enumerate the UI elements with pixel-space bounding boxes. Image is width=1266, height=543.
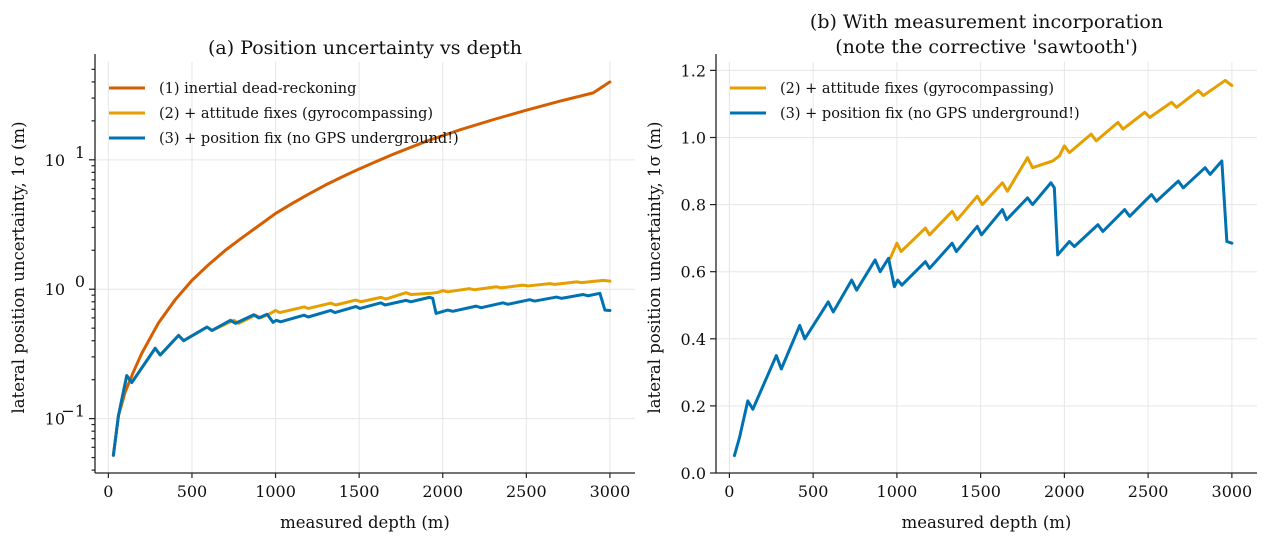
x-tick-label: 2000 <box>422 482 463 501</box>
y-tick-base: 10 <box>45 280 65 299</box>
y-tick-label: 10 <box>45 151 65 170</box>
x-tick-label: 3000 <box>590 482 631 501</box>
chart-title: (a) Position uncertainty vs depth <box>208 37 522 59</box>
y-tick-label: 0.0 <box>681 464 706 483</box>
legend-entry: (1) inertial dead-reckoning <box>159 81 356 97</box>
x-tick-label: 1000 <box>877 482 918 501</box>
chart-panel-b: 0 500 1000 1500 2000 2500 3000 0.0 0.2 0.4 0.6 0.8 1… <box>645 11 1257 532</box>
legend-entry: (3) + position fix (no GPS underground!) <box>780 106 1080 122</box>
x-tick-label: 2500 <box>1128 482 1169 501</box>
y-tick-exponent: 1 <box>75 143 85 162</box>
x-tick-label: 1500 <box>960 482 1001 501</box>
y-tick-base: 10 <box>45 410 65 429</box>
x-axis-label: measured depth (m) <box>902 513 1072 532</box>
legend-entry: (2) + attitude fixes (gyrocompassing) <box>159 106 433 122</box>
x-tick-label: 3000 <box>1212 482 1253 501</box>
x-tick-label: 0 <box>103 482 113 501</box>
series-line-1 <box>111 80 612 457</box>
y-tick-label: 1.0 <box>681 128 706 147</box>
y-axis-label: lateral position uncertainty, 1σ (m) <box>9 121 28 413</box>
chart-subtitle: (note the corrective 'sawtooth') <box>835 36 1138 58</box>
y-axis-label: lateral position uncertainty, 1σ (m) <box>645 121 664 413</box>
series-line-3 <box>111 291 612 457</box>
x-tick-label: 500 <box>798 482 829 501</box>
x-tick-label: 0 <box>724 482 734 501</box>
series-line-1 <box>888 78 1234 260</box>
y-tick-label: 0.8 <box>681 196 706 215</box>
x-tick-label: 500 <box>177 482 208 501</box>
y-tick-label: 0.2 <box>681 397 706 416</box>
y-tick-label: 0.6 <box>681 263 706 282</box>
legend-entry: (2) + attitude fixes (gyrocompassing) <box>780 81 1054 97</box>
y-tick-label: 0.4 <box>681 330 706 349</box>
x-axis-label: measured depth (m) <box>280 513 450 532</box>
y-tick-base: 10 <box>45 151 65 170</box>
x-tick-label: 2000 <box>1044 482 1085 501</box>
y-tick-label: 1.2 <box>681 61 706 80</box>
y-tick-label: 10 <box>45 280 65 299</box>
y-tick-exponent: −1 <box>61 402 85 421</box>
legend-entry: (3) + position fix (no GPS underground!) <box>159 131 459 147</box>
x-tick-label: 1000 <box>255 482 296 501</box>
chart-title: (b) With measurement incorporation <box>810 11 1163 33</box>
series-line-2 <box>732 159 1234 458</box>
y-tick-exponent: 0 <box>75 272 85 291</box>
x-tick-label: 2500 <box>506 482 547 501</box>
y-tick-label: 10 <box>45 410 65 429</box>
x-tick-label: 1500 <box>339 482 380 501</box>
